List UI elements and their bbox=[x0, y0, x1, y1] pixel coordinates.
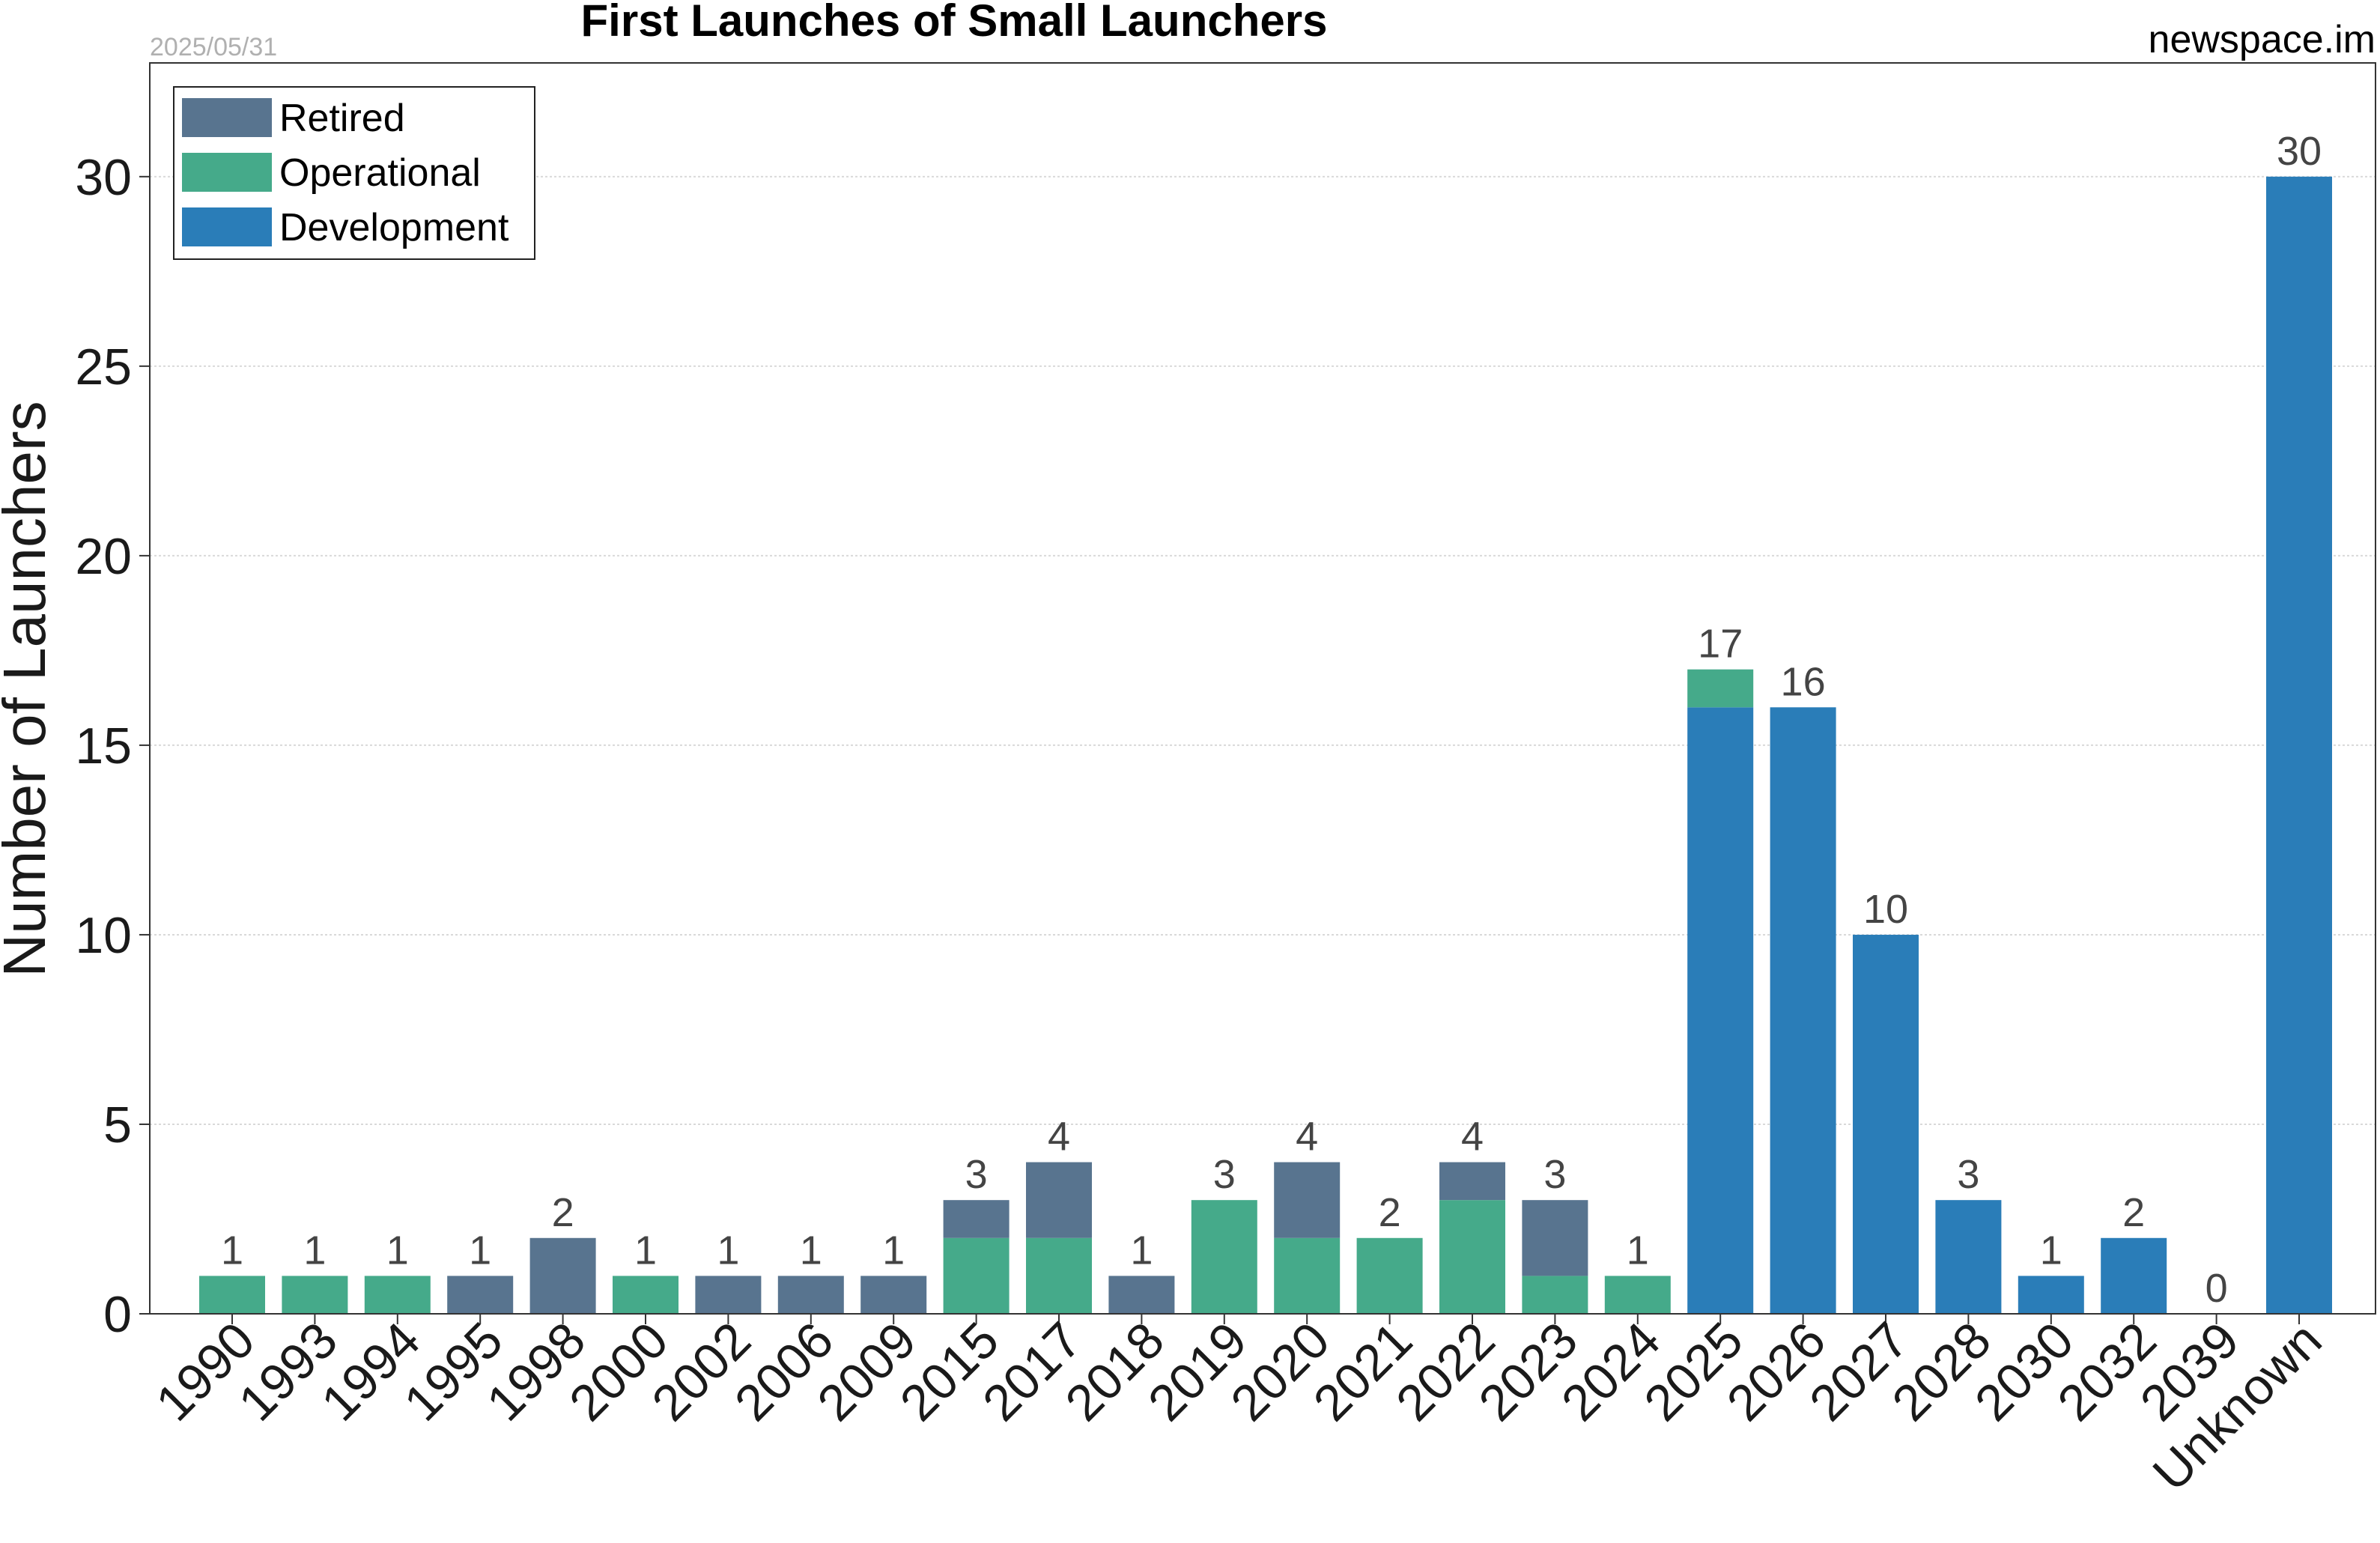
bar-retired bbox=[1026, 1162, 1092, 1238]
bar-operational bbox=[1439, 1200, 1505, 1314]
bar-development bbox=[2018, 1276, 2084, 1314]
data-label: 4 bbox=[1296, 1115, 1318, 1159]
legend-swatch-development bbox=[182, 207, 272, 246]
bar-retired bbox=[943, 1200, 1010, 1238]
data-label: 2 bbox=[2122, 1190, 2145, 1235]
bar-retired bbox=[777, 1276, 844, 1314]
y-tick-label: 0 bbox=[103, 1286, 132, 1343]
legend-swatch-retired bbox=[182, 98, 272, 137]
data-label: 1 bbox=[1627, 1228, 1649, 1273]
data-label: 1 bbox=[303, 1228, 326, 1273]
bar-development bbox=[1853, 934, 1919, 1314]
data-label: 3 bbox=[965, 1152, 988, 1197]
bar-retired bbox=[695, 1276, 762, 1314]
data-label: 1 bbox=[469, 1228, 491, 1273]
data-label: 3 bbox=[1213, 1152, 1236, 1197]
plot-frame bbox=[149, 62, 2376, 1315]
bar-retired bbox=[529, 1237, 596, 1314]
data-label: 3 bbox=[1543, 1152, 1566, 1197]
y-tick-label: 30 bbox=[75, 149, 132, 206]
bar-retired bbox=[860, 1276, 927, 1314]
data-label: 17 bbox=[1698, 622, 1743, 667]
data-label: 1 bbox=[634, 1228, 657, 1273]
y-tick-label: 5 bbox=[103, 1097, 132, 1154]
bar-retired bbox=[1108, 1276, 1175, 1314]
data-label: 0 bbox=[2206, 1266, 2228, 1311]
bar-operational bbox=[613, 1276, 679, 1314]
legend-swatch-operational bbox=[182, 153, 272, 192]
brand-label: newspace.im bbox=[2149, 18, 2376, 61]
bar-retired bbox=[1439, 1162, 1505, 1201]
bar-operational bbox=[1026, 1237, 1092, 1314]
data-label: 16 bbox=[1781, 659, 1826, 704]
y-tick-label: 20 bbox=[75, 528, 132, 585]
data-label: 10 bbox=[1863, 887, 1908, 932]
data-label: 1 bbox=[882, 1228, 905, 1273]
data-label: 1 bbox=[221, 1228, 243, 1273]
data-label: 1 bbox=[717, 1228, 739, 1273]
legend-label-retired: Retired bbox=[279, 97, 405, 140]
chart-title: First Launches of Small Launchers bbox=[581, 0, 1328, 46]
y-tick-label: 25 bbox=[75, 339, 132, 395]
legend-label-development: Development bbox=[279, 206, 509, 249]
legend: Retired Operational Development bbox=[173, 86, 535, 260]
data-label: 1 bbox=[1130, 1228, 1153, 1273]
data-label: 30 bbox=[2277, 129, 2322, 174]
data-label: 1 bbox=[2040, 1228, 2062, 1273]
bar-operational bbox=[282, 1276, 348, 1314]
data-label: 2 bbox=[552, 1190, 574, 1235]
bar-operational bbox=[1191, 1200, 1257, 1314]
bar-development bbox=[1687, 707, 1754, 1314]
bar-development bbox=[2266, 176, 2332, 1315]
y-tick-label: 10 bbox=[75, 907, 132, 964]
x-ticks-layer: 1990199319941995199820002002200620092015… bbox=[145, 1312, 2333, 1502]
bar-development bbox=[1770, 707, 1836, 1314]
legend-label-operational: Operational bbox=[279, 151, 481, 195]
data-label: 4 bbox=[1048, 1115, 1070, 1159]
data-label: 3 bbox=[1957, 1152, 1979, 1197]
data-label: 4 bbox=[1461, 1115, 1484, 1159]
bar-operational bbox=[1522, 1276, 1588, 1314]
bars-layer bbox=[199, 176, 2332, 1315]
data-label: 1 bbox=[386, 1228, 409, 1273]
data-labels-layer: 1 1 1 1 2 1 1 1 1 3 4 1 3 4 2 4 3 1 17 16 10 3 1 2 0 30 bbox=[221, 129, 2322, 1311]
bar-retired bbox=[1522, 1200, 1588, 1276]
y-tick-label: 15 bbox=[75, 718, 132, 774]
y-ticks-layer: 0 5 10 15 20 25 30 bbox=[75, 149, 150, 1343]
bar-operational bbox=[1274, 1237, 1341, 1314]
data-label: 1 bbox=[800, 1228, 822, 1273]
bar-operational bbox=[1687, 669, 1754, 708]
bar-operational bbox=[1604, 1276, 1671, 1314]
grid-layer bbox=[150, 175, 2376, 1125]
y-axis-label: Number of Launchers bbox=[0, 401, 58, 977]
bar-development bbox=[2101, 1237, 2167, 1314]
data-label: 2 bbox=[1379, 1190, 1401, 1235]
bar-operational bbox=[364, 1276, 431, 1314]
bar-operational bbox=[1356, 1237, 1423, 1314]
bar-operational bbox=[199, 1276, 265, 1314]
date-stamp: 2025/05/31 bbox=[150, 33, 277, 61]
bar-development bbox=[1935, 1200, 2002, 1314]
bar-retired bbox=[447, 1276, 514, 1314]
bar-retired bbox=[1274, 1162, 1341, 1238]
bar-operational bbox=[943, 1237, 1010, 1314]
